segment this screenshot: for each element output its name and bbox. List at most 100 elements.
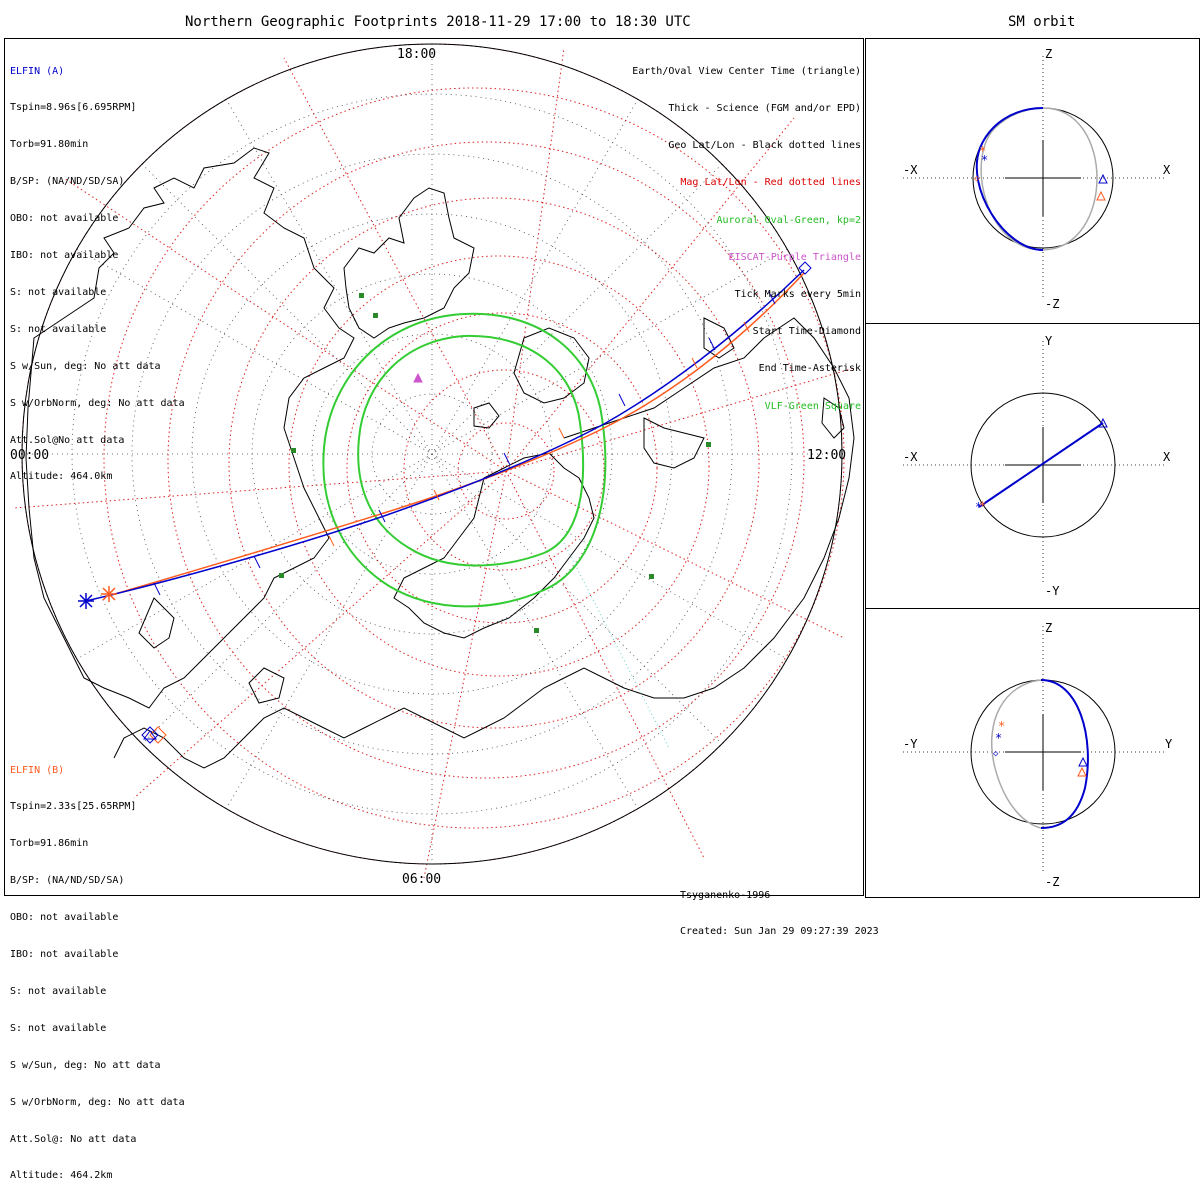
elfin-b-line: S: not available	[10, 985, 107, 997]
elfin-a-line: Att.Sol@No att data	[10, 434, 125, 446]
elfin-a-end-asterisk	[78, 593, 94, 609]
eurasia-arctic-coast	[393, 452, 595, 639]
mag-lat-circle	[103, 87, 845, 829]
north-america-coast	[25, 147, 355, 709]
end-asterisk-a: *	[995, 731, 1002, 745]
legend-entry: Auroral Oval-Green, kp=2	[716, 214, 862, 226]
tick-mark	[618, 393, 626, 407]
arctic-island-coast	[513, 327, 590, 404]
tick-mark	[328, 535, 335, 547]
elfin-b-info: ELFIN (B) Tspin=2.33s[25.65RPM] Torb=91.…	[10, 740, 185, 1195]
elfin-b-line: Att.Sol@: No att data	[10, 1133, 137, 1145]
end-asterisk-b: *	[979, 499, 986, 513]
greenland-coast	[343, 187, 475, 339]
eiscat-triangle	[413, 372, 423, 383]
axis-label-bottom: -Y	[1045, 584, 1060, 598]
elfin-a-track	[85, 269, 805, 602]
vlf-square	[373, 313, 378, 318]
elfin-a-line: B/SP: (NA/ND/SD/SA)	[10, 176, 125, 188]
auroral-oval-outer	[322, 312, 607, 608]
clock-label-left: 00:00	[10, 448, 49, 463]
legend-entry: Tick Marks every 5min	[734, 289, 861, 301]
axis-label-right: X	[1163, 450, 1171, 464]
auroral-oval	[322, 312, 607, 608]
credits: Tsyganenko-1996 Created: Sun Jan 29 09:2…	[680, 866, 879, 950]
footprint-trace	[563, 542, 670, 749]
elfin-a-start-diamond	[798, 261, 812, 275]
geo-lon-line	[225, 98, 639, 810]
elfin-a-info: ELFIN (A) Tspin=8.96s[6.695RPM] Torb=91.…	[10, 41, 185, 496]
sm-orbit-panel-xz: * * ◇ -X X Z -Z	[865, 38, 1200, 324]
elfin-b-view-diamond	[149, 726, 167, 744]
clock-label-right: 12:00	[807, 448, 846, 463]
elfin-b-name: ELFIN (B)	[10, 764, 65, 776]
start-diamond: ◇	[993, 749, 999, 759]
start-diamond: ◇	[974, 174, 980, 184]
legend-entry: Geo Lat/Lon - Black dotted lines	[668, 140, 861, 152]
island-coast	[821, 397, 845, 439]
elfin-a-name: ELFIN (A)	[10, 65, 65, 77]
panel-frame	[865, 323, 1200, 609]
mag-lon-line	[63, 177, 507, 472]
view-triangle-b	[1077, 766, 1087, 777]
axis-label-top: Y	[1045, 334, 1053, 348]
axis-label-right: Y	[1165, 737, 1173, 751]
sm-orbit-panel-yz: * * ◇ -Y Y Z -Z	[865, 608, 1200, 898]
orbit-elfin-a	[978, 422, 1104, 508]
island-coast	[138, 597, 175, 649]
mag-lat-circle	[288, 255, 710, 677]
mag-lat-circle	[346, 312, 658, 624]
elfin-a-line: S: not available	[10, 323, 107, 335]
tick-mark	[503, 452, 511, 466]
view-triangle-a	[1098, 173, 1108, 184]
elfin-a-line: S w/OrbNorm, deg: No att data	[10, 397, 185, 409]
view-triangle	[1098, 417, 1108, 428]
tick-mark	[378, 509, 386, 523]
tick-mark	[153, 582, 161, 596]
elfin-b-line: B/SP: (NA/ND/SD/SA)	[10, 875, 125, 887]
elfin-b-line: S w/Sun, deg: No att data	[10, 1059, 161, 1071]
elfin-a-line: S: not available	[10, 286, 107, 298]
elfin-b-line: Tspin=2.33s[25.65RPM]	[10, 801, 137, 813]
auroral-oval-inner	[357, 334, 585, 567]
legend: Earth/Oval View Center Time (triangle) T…	[632, 41, 861, 425]
island-coast	[703, 317, 735, 359]
mag-lat-circle	[403, 369, 605, 571]
created-timestamp: Created: Sun Jan 29 09:27:39 2023	[680, 926, 879, 937]
end-asterisk-b: *	[998, 719, 1005, 733]
orbit-elfin-a	[1040, 679, 1089, 829]
view-triangle-b	[1096, 190, 1106, 201]
earth-circle	[970, 392, 1116, 538]
legend-entry: Mag Lat/Lon - Red dotted lines	[680, 177, 861, 189]
tick-marks-b	[328, 321, 750, 547]
vlf-square	[706, 442, 711, 447]
axis-label-top: Z	[1045, 621, 1052, 635]
axis-label-left: -X	[903, 163, 918, 177]
mag-lat-circle	[167, 141, 805, 779]
mag-lon-line	[423, 470, 507, 879]
mag-lon-line	[283, 57, 507, 472]
scandinavia-coast	[643, 417, 705, 469]
coastlines	[25, 147, 855, 769]
vlf-square	[534, 628, 539, 633]
vlf-square	[279, 573, 284, 578]
elfin-a-line: Altitude: 464.0km	[10, 471, 113, 483]
legend-entry: Thick - Science (FGM and/or EPD)	[668, 103, 861, 115]
island-coast	[248, 667, 285, 704]
tick-mark	[743, 321, 750, 333]
elfin-a-line: IBO: not available	[10, 250, 119, 262]
legend-entry: EISCAT-Purple Triangle	[728, 251, 861, 263]
mag-lon-line	[505, 367, 855, 472]
end-asterisk-a: *	[981, 153, 988, 167]
end-asterisk-b: *	[979, 144, 986, 158]
axis-label-bottom: -Z	[1045, 875, 1059, 889]
axis-label-left: -Y	[903, 737, 918, 751]
footprint-map: 18:00 00:00 12:00 06:00	[4, 38, 864, 896]
mag-lon-line	[133, 470, 507, 799]
elfin-b-line: IBO: not available	[10, 949, 119, 961]
legend-entry: VLF-Green Square	[764, 400, 861, 412]
vlf-square	[291, 448, 296, 453]
legend-entry: End Time-Asterisk	[758, 363, 861, 375]
tick-mark	[253, 555, 261, 569]
elfin-a-line: Tspin=8.96s[6.695RPM]	[10, 102, 137, 114]
